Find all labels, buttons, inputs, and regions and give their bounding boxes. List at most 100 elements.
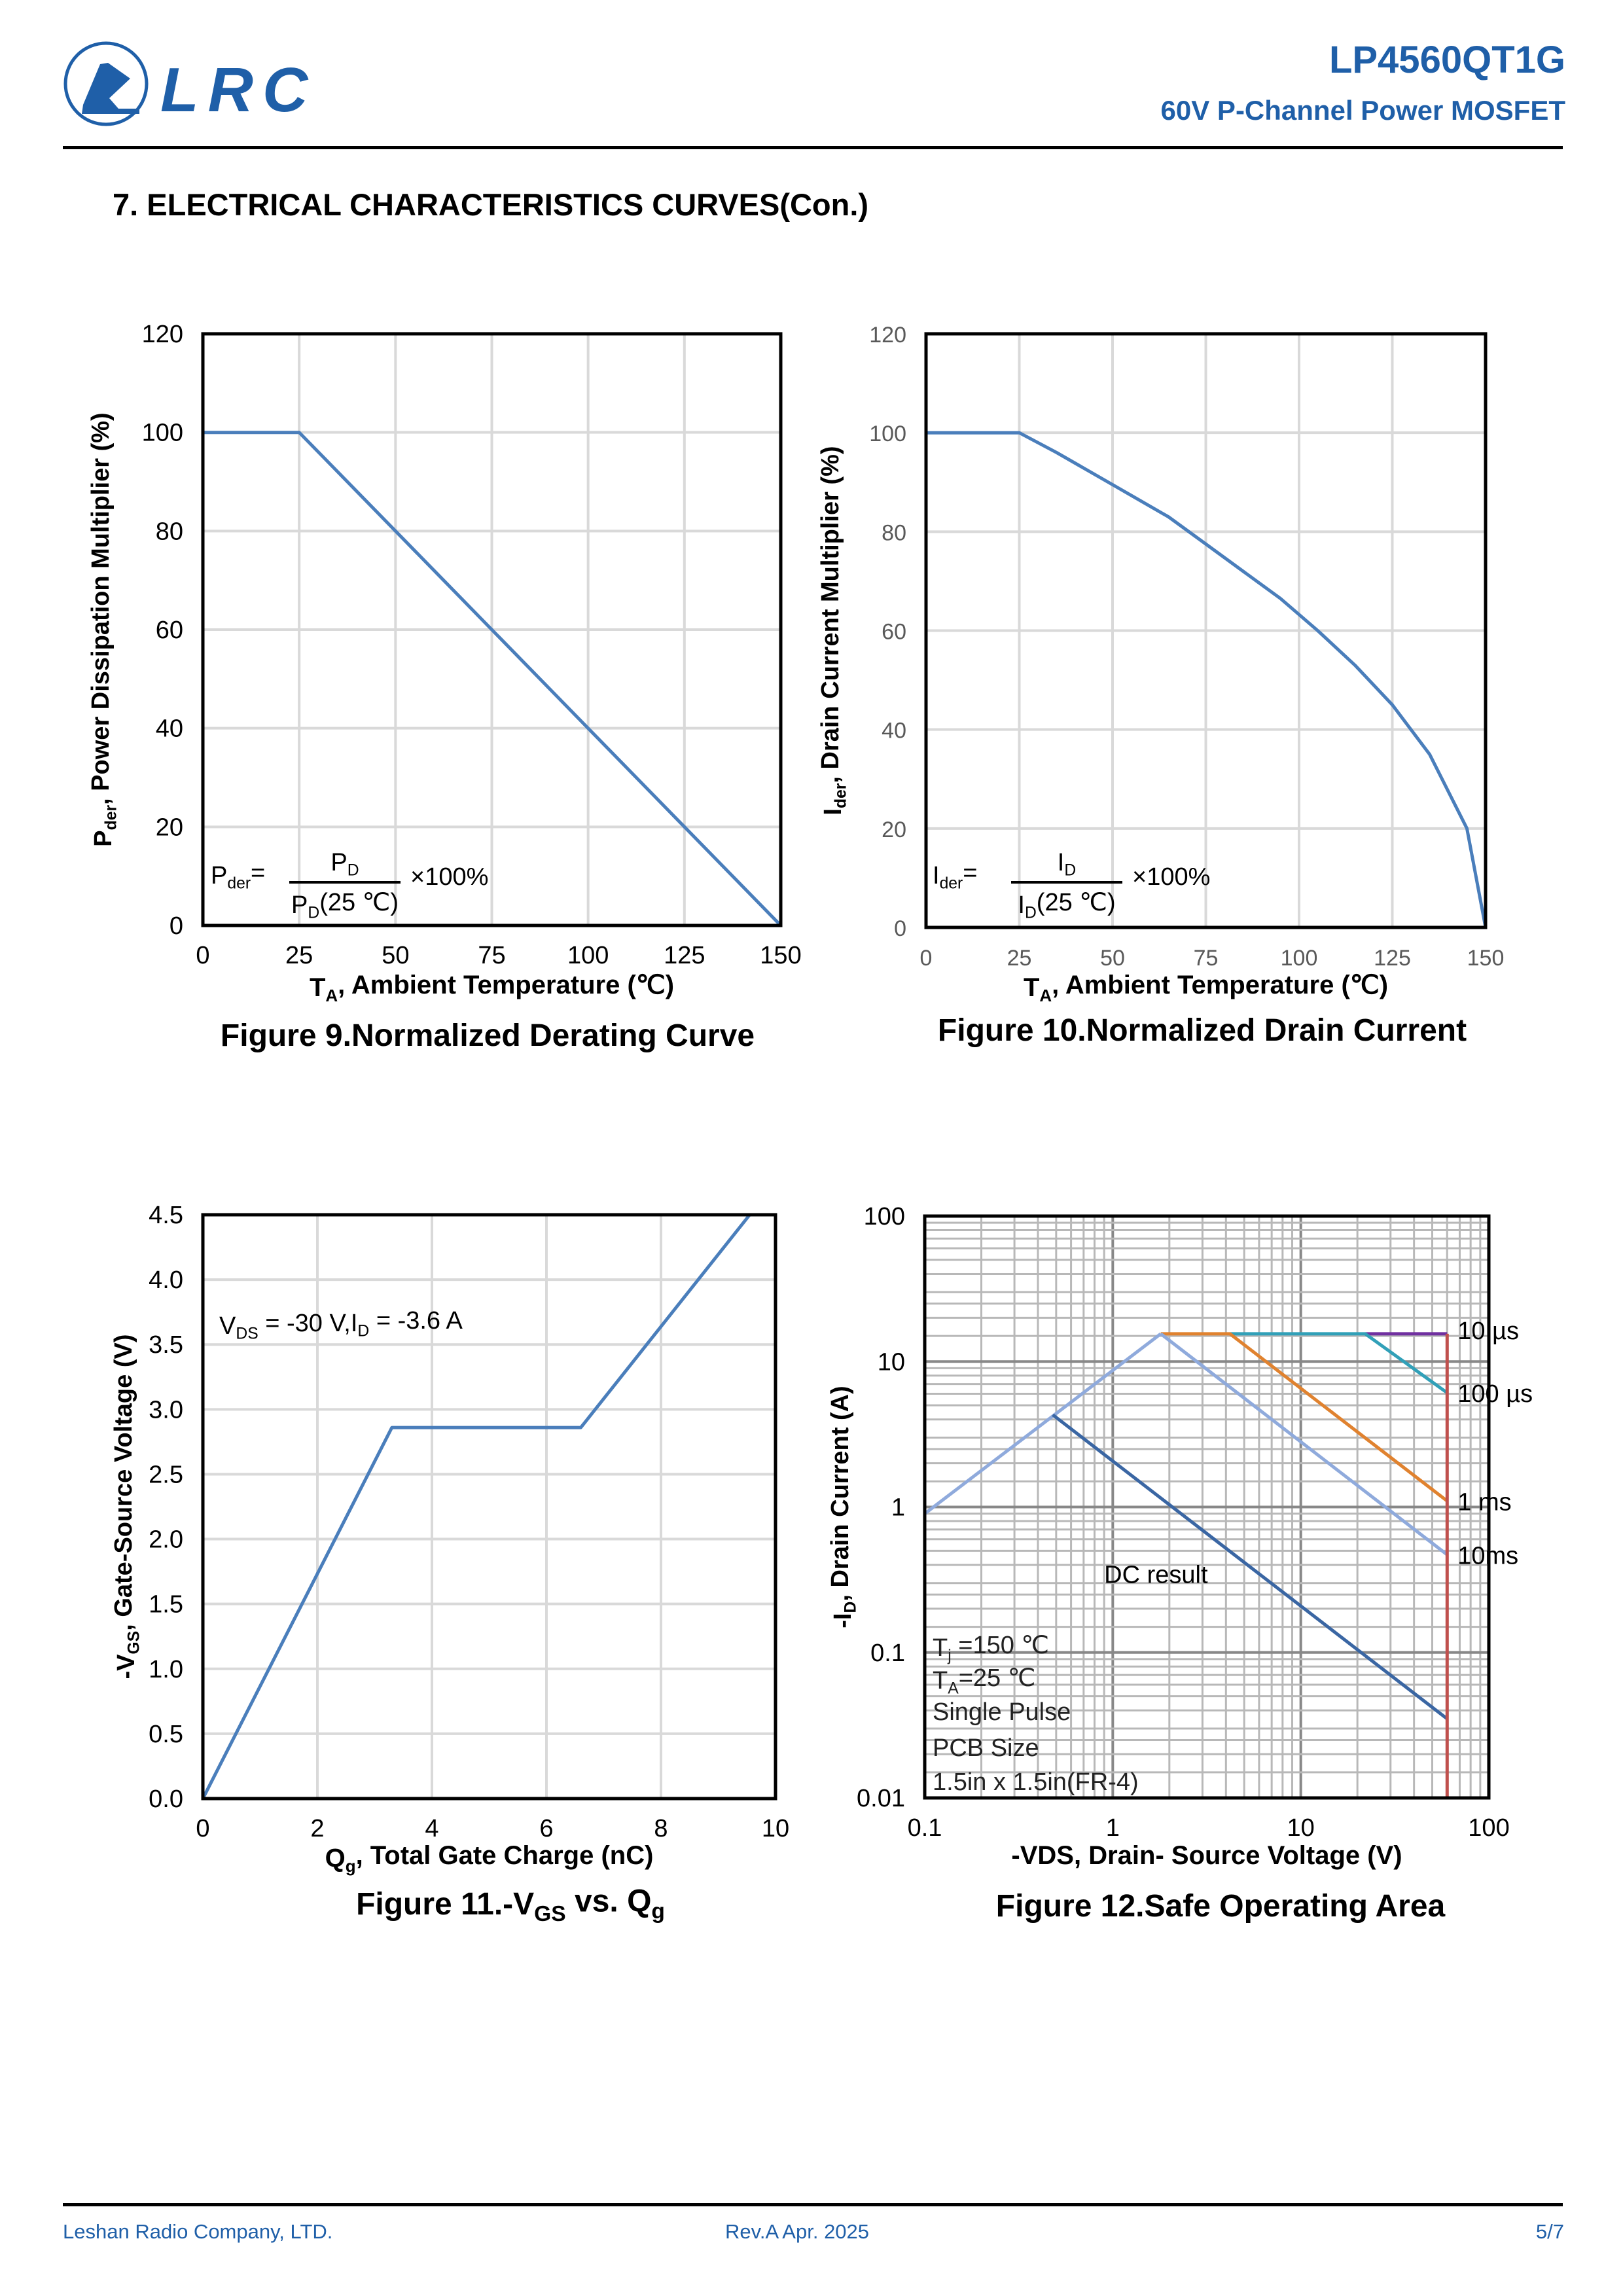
y-tick-label: 4.5 — [149, 1202, 183, 1229]
y-tick-label: 2.0 — [149, 1526, 183, 1554]
x-axis-label: TA, Ambient Temperature (℃) — [1024, 971, 1388, 1005]
x-tick-label: 1 — [1106, 1814, 1120, 1842]
y-tick-label: 10 — [878, 1348, 905, 1376]
y-tick-label: 0.01 — [857, 1785, 905, 1812]
y-axis-label: Pder, Power Dissipation Multiplier (%) — [87, 412, 120, 846]
figure-title: Figure 9.Normalized Derating Curve — [221, 1018, 755, 1053]
logo-emblem-icon — [82, 63, 139, 114]
series-label: 10 µs — [1457, 1318, 1519, 1345]
y-tick-label: 20 — [882, 817, 906, 842]
y-tick-label: 80 — [882, 520, 906, 545]
chart-fig10: 0 25 50 75 100 125 150 0 20 40 60 80 100 120 TA, Ambie… — [817, 323, 1504, 1048]
x-tick-label: 25 — [1007, 946, 1032, 971]
y-axis-label: Ider, Drain Current Multiplier (%) — [817, 446, 849, 815]
chart-fig11: 0 2 4 6 8 10 0.0 0.5 1.0 1.5 2.0 2.5 3.0 3.5 4.0 4.5 Qg,… — [110, 1202, 789, 1926]
y-tick-label: 100 — [869, 422, 906, 446]
formula-denominator: PD(25 ℃) — [291, 889, 399, 922]
y-tick-label: 100 — [864, 1203, 905, 1230]
y-tick-label: 1.5 — [149, 1591, 183, 1619]
condition-note: Single Pulse — [933, 1698, 1071, 1726]
y-tick-label: 0.1 — [870, 1640, 905, 1667]
x-tick-label: 0 — [196, 942, 209, 969]
figure-title: Figure 10.Normalized Drain Current — [938, 1013, 1467, 1048]
x-tick-label: 4 — [425, 1815, 438, 1842]
plot-frame — [923, 1214, 1491, 1800]
x-tick-label: 125 — [1374, 946, 1411, 971]
y-tick-label: 1.0 — [149, 1656, 183, 1683]
y-tick-label: 60 — [882, 620, 906, 645]
footer-page-number: 5/7 — [1535, 2220, 1564, 2243]
x-tick-label: 0.1 — [908, 1814, 942, 1842]
x-tick-label: 50 — [382, 942, 409, 969]
x-tick-label: 75 — [1194, 946, 1219, 971]
formula-multiplier: ×100% — [1132, 863, 1210, 891]
series-line-p-der — [203, 431, 782, 927]
chart-fig9: 0 25 50 75 100 125 150 0 20 40 60 80 100 120 TA, Ambie… — [87, 321, 802, 1053]
x-tick-label: 8 — [654, 1815, 668, 1842]
x-tick-label: 0 — [196, 1815, 209, 1842]
part-description: 60V P-Channel Power MOSFET — [1160, 95, 1565, 126]
x-tick-label: 50 — [1100, 946, 1125, 971]
y-tick-label: 0 — [894, 916, 906, 941]
series-label: 1 ms — [1457, 1488, 1511, 1516]
x-axis-label: TA, Ambient Temperature (℃) — [310, 971, 674, 1005]
x-tick-label: 100 — [567, 942, 609, 969]
series-label: 10ms — [1457, 1542, 1518, 1570]
footer-company: Leshan Radio Company, LTD. — [63, 2220, 333, 2243]
x-tick-label: 6 — [539, 1815, 553, 1842]
figure-title: Figure 11.-VGS vs. Qg — [356, 1884, 665, 1926]
x-tick-label: 10 — [762, 1815, 789, 1842]
formula-multiplier: ×100% — [410, 863, 488, 891]
y-tick-label: 60 — [156, 617, 183, 644]
x-tick-label: 10 — [1287, 1814, 1315, 1842]
formula-lhs: Pder= — [211, 859, 265, 892]
x-tick-label: 150 — [1467, 946, 1505, 971]
plot-frame — [201, 332, 783, 927]
x-tick-label: 125 — [664, 942, 705, 969]
x-tick-label: 75 — [478, 942, 505, 969]
y-tick-label: 1 — [891, 1494, 905, 1522]
y-tick-label: 0.0 — [149, 1785, 183, 1813]
x-tick-label: 150 — [760, 942, 801, 969]
x-tick-label: 0 — [920, 946, 933, 971]
y-tick-label: 0.5 — [149, 1721, 183, 1748]
condition-note: TA=25 ℃ — [933, 1664, 1035, 1697]
y-tick-label: 120 — [869, 323, 906, 348]
y-tick-label: 120 — [142, 321, 183, 348]
lrc-logo: LRC — [62, 38, 324, 130]
plot-frame — [924, 332, 1488, 929]
series-line-100-s — [1230, 1332, 1448, 1395]
series-label: DC result — [1104, 1562, 1208, 1589]
y-tick-label: 2.5 — [149, 1461, 183, 1488]
x-tick-label: 2 — [310, 1815, 324, 1842]
y-tick-label: 40 — [882, 719, 906, 744]
series-line-dc-result — [1052, 1413, 1448, 1721]
logo-text: LRC — [160, 55, 317, 125]
y-axis-label: -ID, Drain Current (A) — [827, 1386, 859, 1628]
x-tick-label: 25 — [285, 942, 313, 969]
formula-numerator: ID — [1058, 849, 1076, 879]
series-line-10ms — [1160, 1332, 1448, 1556]
y-axis-label: -VGS, Gate-Source Voltage (V) — [110, 1335, 143, 1679]
x-tick-label: 100 — [1281, 946, 1318, 971]
y-tick-label: 0 — [169, 912, 183, 940]
condition-note: 1.5in x 1.5in(FR-4) — [933, 1768, 1139, 1796]
x-axis-label: Qg, Total Gate Charge (nC) — [325, 1841, 654, 1876]
series-line-rds-on-limit — [923, 1332, 1162, 1515]
logo-circle-icon — [63, 41, 149, 126]
figure-title: Figure 12.Safe Operating Area — [996, 1889, 1446, 1924]
series-line-1-ms — [1160, 1332, 1448, 1503]
y-tick-label: 3.5 — [149, 1331, 183, 1359]
y-tick-label: 80 — [156, 518, 183, 545]
y-tick-label: 3.0 — [149, 1396, 183, 1424]
plot-frame — [201, 1213, 777, 1801]
formula-numerator: PD — [330, 849, 359, 879]
condition-note: Tj =150 ℃ — [933, 1632, 1049, 1664]
x-tick-label: 100 — [1468, 1814, 1509, 1842]
section-title: 7. ELECTRICAL CHARACTERISTICS CURVES(Con… — [113, 187, 869, 222]
condition-note: PCB Size — [933, 1734, 1039, 1762]
footer-divider — [63, 2203, 1563, 2206]
part-number-title: LP4560QT1G — [1329, 39, 1565, 81]
x-axis-label: -VDS, Drain- Source Voltage (V) — [1011, 1841, 1402, 1870]
